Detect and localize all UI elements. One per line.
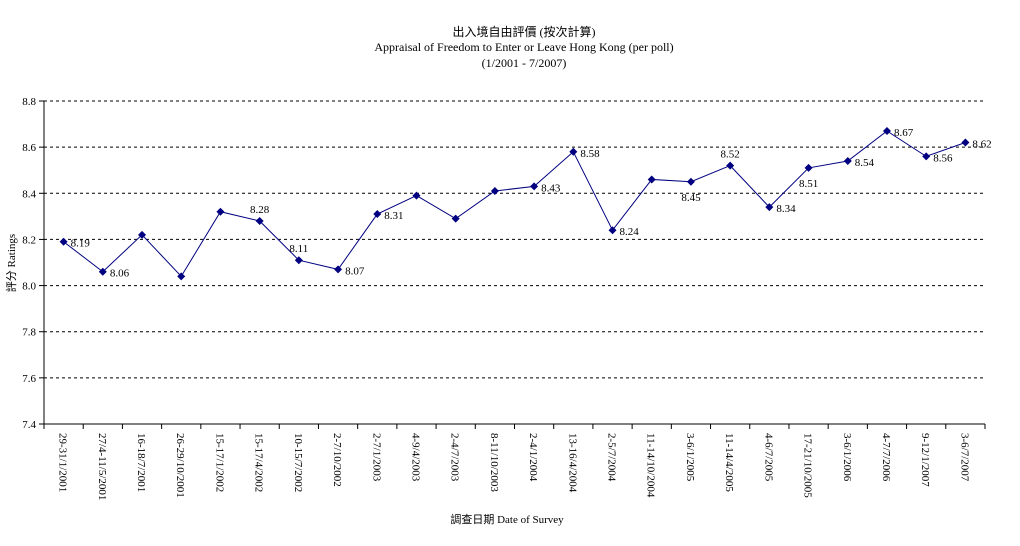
data-point <box>530 182 539 191</box>
y-tick-label: 7.6 <box>22 373 36 385</box>
data-point <box>843 156 852 165</box>
data-label: 8.51 <box>799 178 818 190</box>
data-label: 8.45 <box>681 192 701 204</box>
y-tick-label: 8.8 <box>22 96 36 108</box>
data-point <box>647 175 656 184</box>
x-tick-label: 4-9/4/2003 <box>409 433 421 482</box>
data-label: 8.43 <box>541 182 561 194</box>
y-tick-label: 8.2 <box>22 234 36 246</box>
x-tick-label: 2-4/1/2004 <box>527 433 539 482</box>
data-point <box>59 237 68 246</box>
x-tick-label: 26-29/10/2001 <box>174 433 186 498</box>
data-point <box>569 147 578 156</box>
y-tick-label: 8.0 <box>22 281 36 293</box>
x-tick-label: 4-6/7/2005 <box>762 433 774 482</box>
data-label: 8.11 <box>289 243 308 255</box>
x-tick-label: 16-18/7/2001 <box>135 433 147 492</box>
series-layer <box>59 126 970 281</box>
x-tick-label: 8-11/10/2003 <box>488 433 500 492</box>
x-tick-label: 3-6/1/2005 <box>684 433 696 482</box>
data-point <box>373 210 382 219</box>
data-point <box>804 163 813 172</box>
data-point <box>922 152 931 161</box>
data-point <box>216 207 225 216</box>
data-point <box>255 216 264 225</box>
data-point <box>177 272 186 281</box>
y-tick-label: 7.8 <box>22 327 36 339</box>
data-point <box>334 265 343 274</box>
data-point <box>686 177 695 186</box>
data-point <box>765 203 774 212</box>
chart-subtitle: Appraisal of Freedom to Enter or Leave H… <box>374 40 673 54</box>
chart-title: 出入境自由評價 (按次計算) <box>453 24 596 39</box>
x-tick-label: 29-31/1/2001 <box>57 433 69 492</box>
data-label: 8.31 <box>384 210 403 222</box>
x-tick-label: 3-6/7/2007 <box>958 433 970 482</box>
x-tick-label: 2-7/10/2002 <box>331 433 343 487</box>
chart-subtitle-range: (1/2001 - 7/2007) <box>482 56 567 70</box>
series-line <box>63 130 966 278</box>
x-tick-label: 27/4-11/5/2001 <box>96 433 108 500</box>
x-axis-label: 調查日期 Date of Survey <box>450 512 564 526</box>
data-label: 8.34 <box>776 203 796 215</box>
y-tick-label: 8.6 <box>22 142 36 154</box>
data-label: 8.06 <box>110 268 130 280</box>
data-point <box>294 256 303 265</box>
data-point <box>98 267 107 276</box>
x-tick-label: 4-7/7/2006 <box>880 433 892 482</box>
x-tick-label: 15-17/1/2002 <box>213 433 225 492</box>
data-label: 8.62 <box>972 139 991 151</box>
data-label: 8.19 <box>71 238 91 250</box>
data-point <box>726 161 735 170</box>
x-tick-label: 2-4/7/2003 <box>449 433 461 482</box>
data-label: 8.67 <box>894 127 914 139</box>
x-tick-label: 2-5/7/2004 <box>606 433 618 482</box>
axis-layer: 7.4 7.6 7.8 8.0 8.2 8.4 8.6 8.8 29-31/1/2001 27/4… <box>22 96 986 500</box>
data-label: 8.24 <box>620 226 640 238</box>
data-point <box>412 191 421 200</box>
data-point <box>882 126 891 135</box>
data-label: 8.54 <box>855 157 875 169</box>
y-axis-label: 評分 Ratings <box>4 234 18 292</box>
label-layer: 8.19 8.06 8.28 8.11 8.07 8.31 8.43 8.58 8.24 8.45… <box>71 127 992 280</box>
data-point <box>961 138 970 147</box>
data-label: 8.28 <box>250 204 270 216</box>
x-tick-label: 10-15/7/2002 <box>292 433 304 492</box>
x-tick-label: 3-6/1/2006 <box>841 433 853 482</box>
data-label: 8.07 <box>345 265 365 277</box>
grid-layer <box>44 100 985 379</box>
x-tick-label: 11-14/10/2004 <box>645 433 657 498</box>
data-point <box>608 226 617 235</box>
x-tick-label: 11-14/4/2005 <box>723 433 735 492</box>
data-point <box>138 230 147 239</box>
data-point <box>451 214 460 223</box>
x-tick-label: 9-12/1/2007 <box>919 433 931 487</box>
y-tick-label: 7.4 <box>22 419 36 431</box>
y-tick-label: 8.4 <box>22 188 36 200</box>
x-tick-label: 2-7/1/2003 <box>370 433 382 482</box>
x-tick-label: 17-21/10/2005 <box>802 433 814 498</box>
x-tick-label: 13-16/4/2004 <box>566 433 578 493</box>
data-label: 8.58 <box>580 148 600 160</box>
x-tick-label: 15-17/4/2002 <box>253 433 265 492</box>
data-label: 8.52 <box>721 149 740 161</box>
data-label: 8.56 <box>933 152 953 164</box>
data-point <box>490 186 499 195</box>
